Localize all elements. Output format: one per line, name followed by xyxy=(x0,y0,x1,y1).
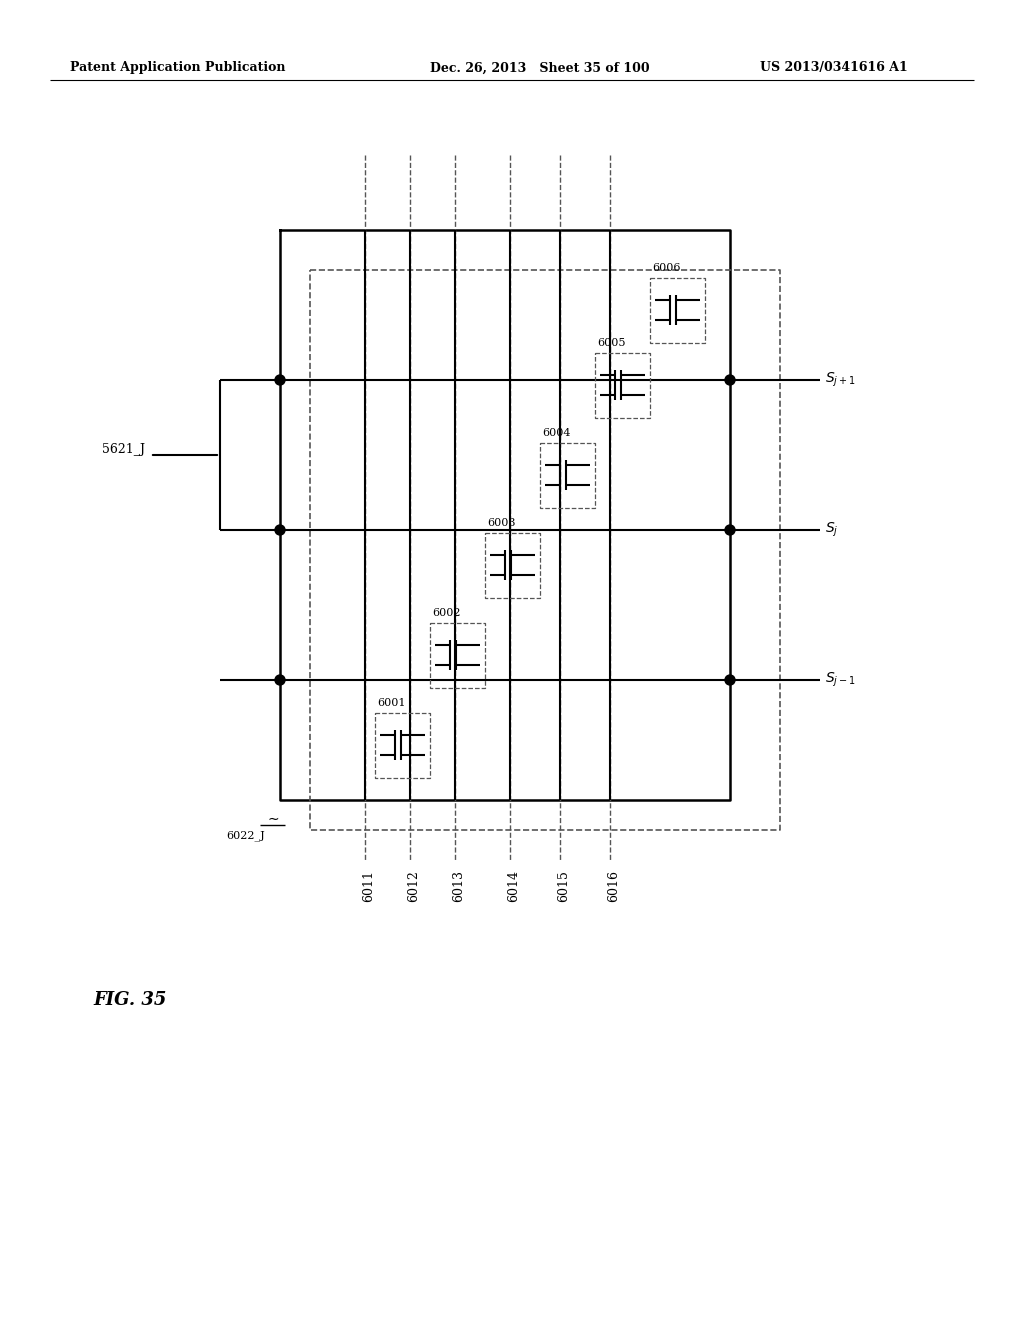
Text: 6006: 6006 xyxy=(652,263,681,273)
Circle shape xyxy=(725,375,735,385)
Circle shape xyxy=(725,675,735,685)
Text: 6011: 6011 xyxy=(362,870,376,902)
Text: 6004: 6004 xyxy=(543,428,571,438)
Circle shape xyxy=(275,525,285,535)
Text: 6003: 6003 xyxy=(487,517,516,528)
Text: 6005: 6005 xyxy=(597,338,626,348)
Text: 6015: 6015 xyxy=(557,870,570,902)
Circle shape xyxy=(275,375,285,385)
Text: $S_{j+1}$: $S_{j+1}$ xyxy=(825,371,856,389)
Circle shape xyxy=(725,525,735,535)
Text: Patent Application Publication: Patent Application Publication xyxy=(70,62,286,74)
Text: 6014: 6014 xyxy=(508,870,520,902)
Text: Dec. 26, 2013   Sheet 35 of 100: Dec. 26, 2013 Sheet 35 of 100 xyxy=(430,62,649,74)
Circle shape xyxy=(275,675,285,685)
Text: 6016: 6016 xyxy=(607,870,621,902)
Text: $S_{j-1}$: $S_{j-1}$ xyxy=(825,671,856,689)
Text: 6012: 6012 xyxy=(408,870,421,902)
Text: $\sim$: $\sim$ xyxy=(264,810,280,825)
Text: 5621_J: 5621_J xyxy=(102,444,145,457)
Text: 6002: 6002 xyxy=(432,609,461,618)
Text: 6001: 6001 xyxy=(378,698,406,708)
Text: 6013: 6013 xyxy=(453,870,466,902)
Text: FIG. 35: FIG. 35 xyxy=(93,991,167,1008)
Text: US 2013/0341616 A1: US 2013/0341616 A1 xyxy=(760,62,907,74)
Text: 6022_J: 6022_J xyxy=(226,830,265,841)
Text: $S_j$: $S_j$ xyxy=(825,521,839,539)
